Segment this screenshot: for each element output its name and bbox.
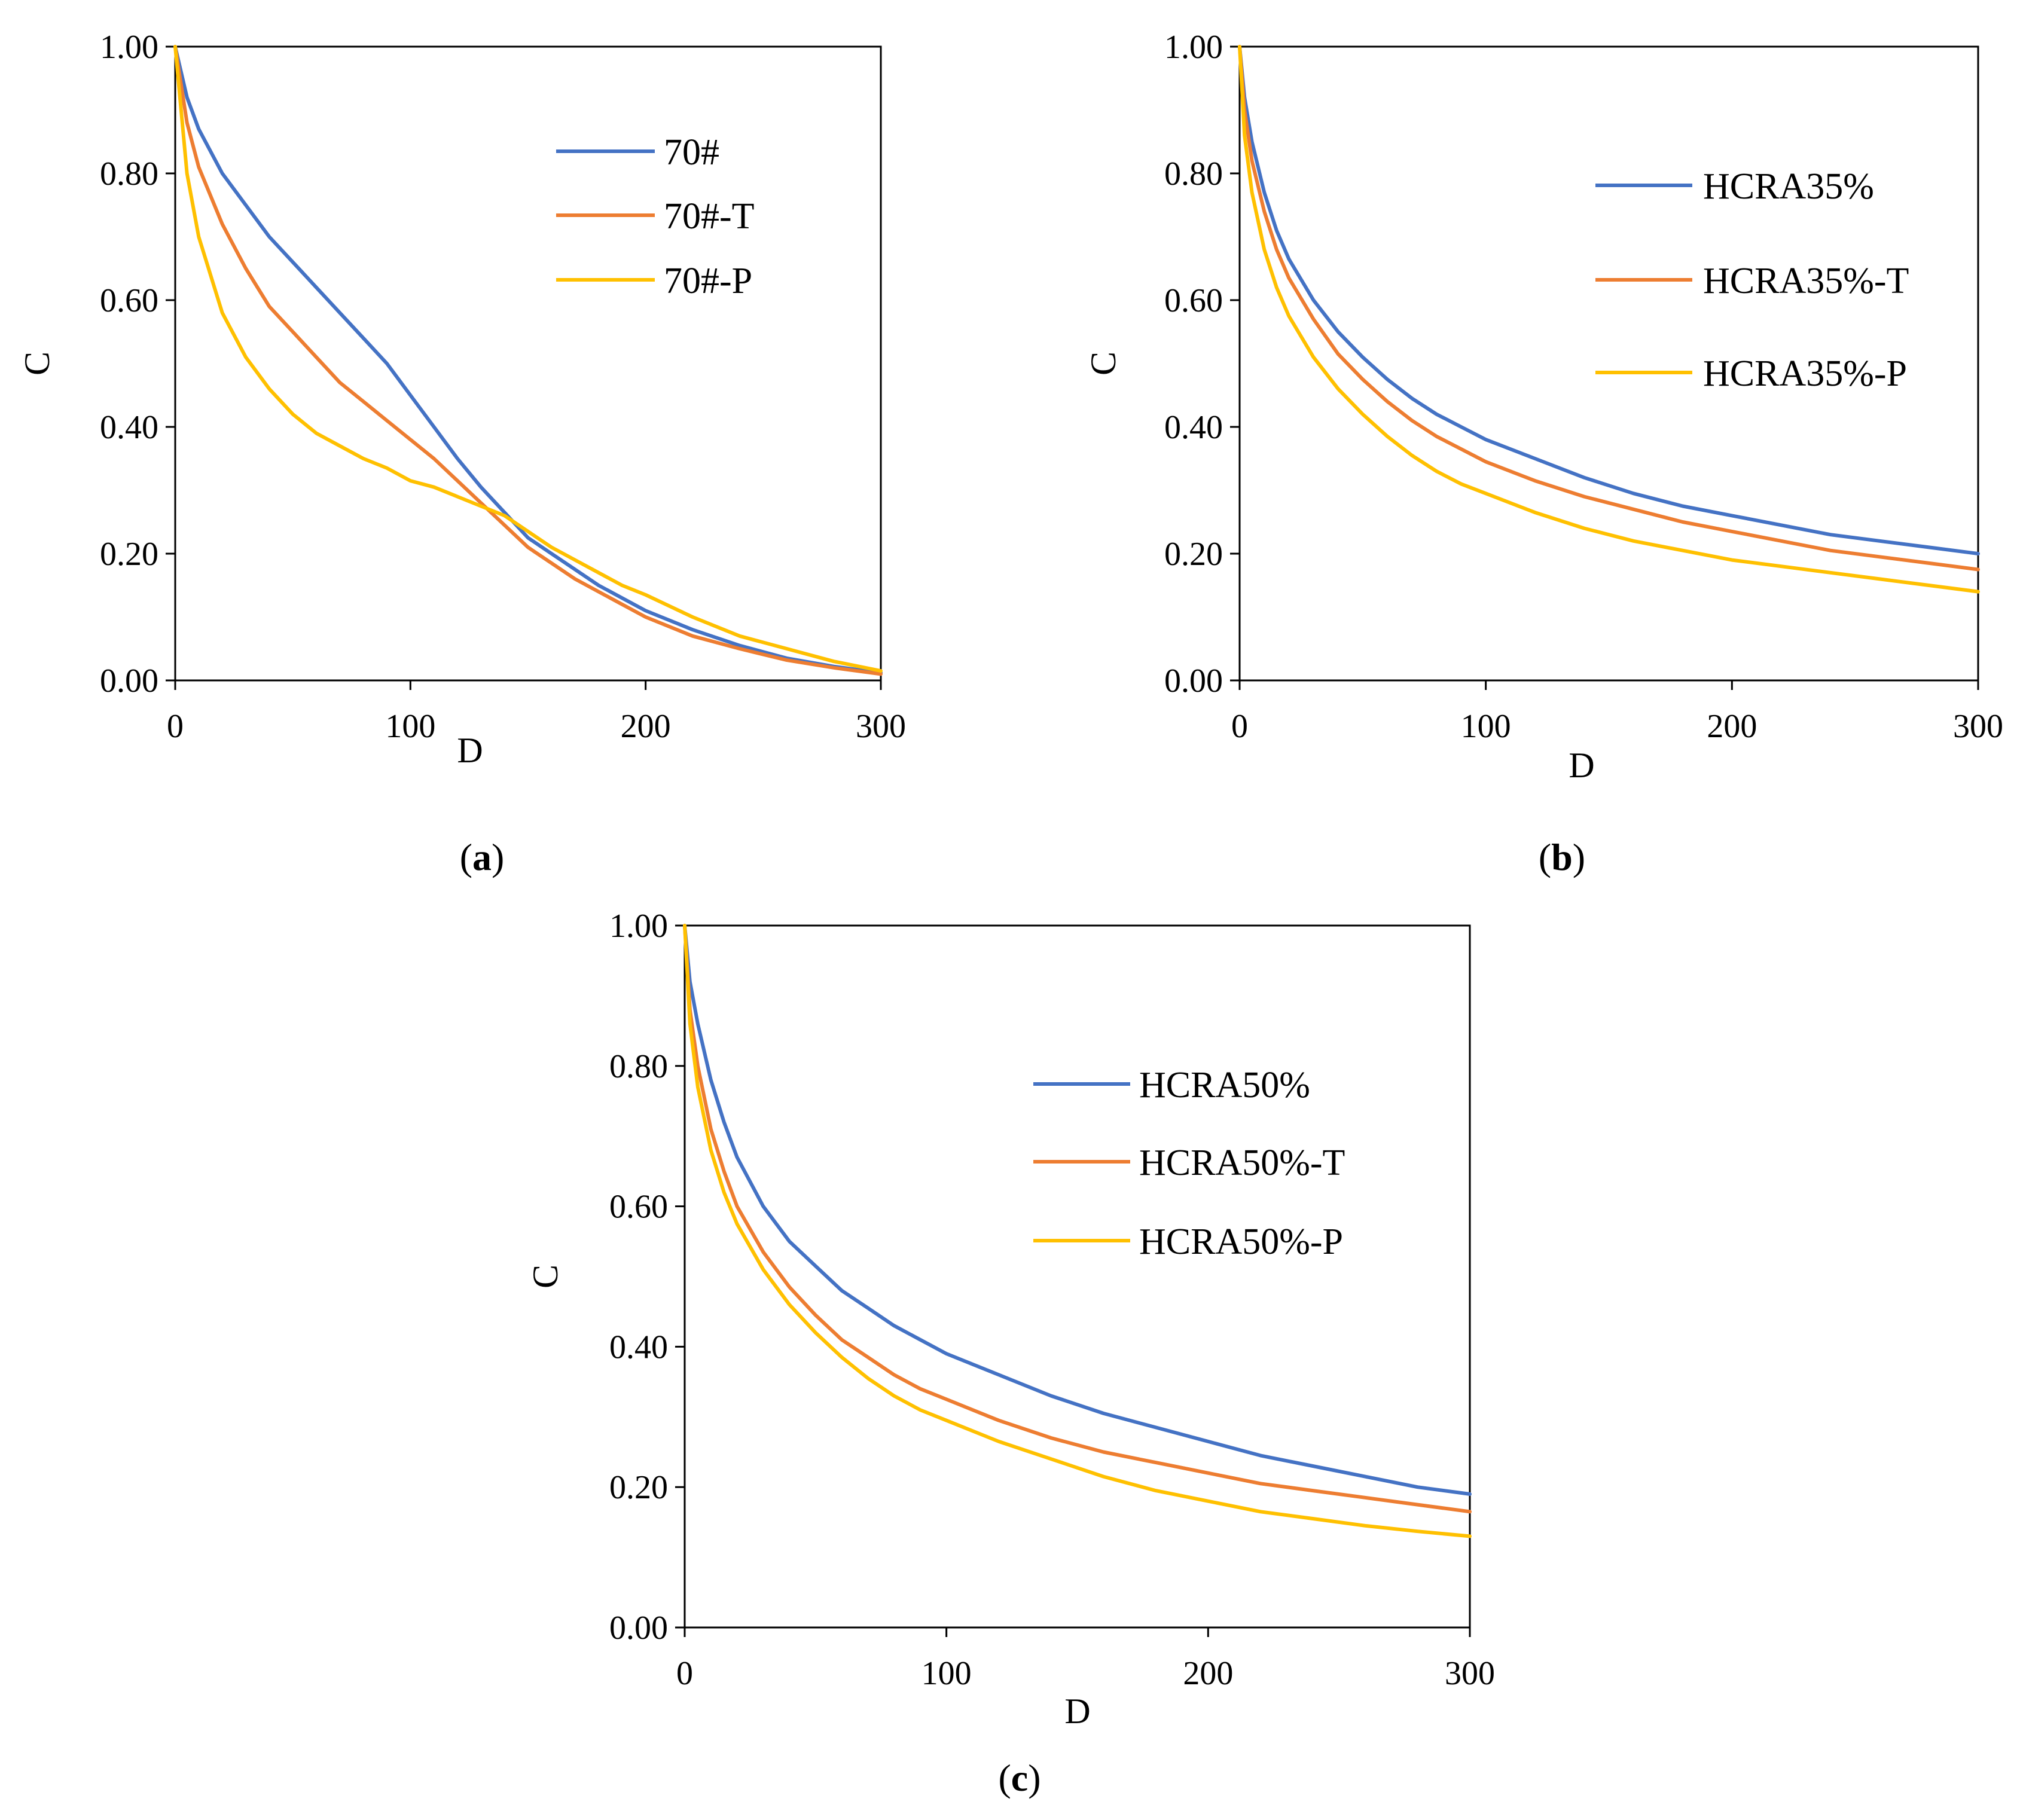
panel-caption: (c) [998, 1757, 1040, 1799]
x-tick-label: 0 [1231, 708, 1248, 745]
x-tick-label: 200 [1707, 708, 1757, 745]
y-tick-label: 0.60 [609, 1189, 668, 1226]
caption-open-paren: ( [1539, 836, 1551, 878]
caption-close-paren: ) [1028, 1757, 1040, 1799]
y-tick-label: 0.00 [100, 662, 158, 700]
legend-label: HCRA35% [1703, 166, 1874, 207]
chart-panel-a: 0.000.200.400.600.801.000 100 200 300DC70#7… [17, 29, 906, 878]
legend-label: HCRA35%-T [1703, 261, 1909, 301]
y-tick-label: 0.20 [100, 536, 158, 573]
legend-label: HCRA50%-P [1139, 1222, 1343, 1262]
series-line-hcra35-t [1238, 45, 1980, 572]
y-tick-label: 0.80 [1164, 155, 1223, 193]
series-line-70-t [173, 45, 883, 676]
panel-caption: (b) [1539, 836, 1585, 878]
x-tick-label: 300 [1445, 1655, 1495, 1692]
series-line-hcra35- [1238, 45, 1980, 555]
series-line-70-p [173, 45, 883, 673]
series-line-70- [173, 45, 883, 675]
x-tick-label: 100 [385, 708, 435, 745]
chart-panel-b: 0.00 0.20 0.40 0.60 0.80 1.00 0 100 200 300 D C HCRA… [1084, 29, 2003, 878]
caption-letter: c [1011, 1757, 1028, 1799]
caption-open-paren: ( [998, 1757, 1011, 1799]
x-tick-label: 200 [1183, 1655, 1233, 1692]
x-tick-label: 300 [856, 708, 906, 745]
legend: 70# 70#-T 70#-P [556, 132, 755, 301]
x-tick-label: 100 [921, 1655, 972, 1692]
legend-label: 70# [664, 132, 719, 173]
legend-label: 70#-T [664, 196, 755, 237]
y-tick-label: 0.80 [100, 155, 158, 193]
y-tick-label: 1.00 [609, 908, 668, 945]
y-axis-title: C [526, 1265, 565, 1288]
y-tick-label: 0.20 [1164, 536, 1223, 573]
y-tick-label: 1.00 [100, 29, 158, 66]
legend-label: HCRA50% [1139, 1065, 1310, 1106]
x-tick-label: 100 [1461, 708, 1511, 745]
x-tick-label: 300 [1953, 708, 2003, 745]
y-tick-label: 0.20 [609, 1469, 668, 1506]
y-tick-label: 0.00 [609, 1610, 668, 1647]
series-line-hcra35-p [1238, 45, 1980, 594]
legend-label: HCRA35%-P [1703, 353, 1907, 394]
x-tick-label: 0 [167, 708, 184, 745]
caption-open-paren: ( [460, 836, 472, 878]
x-axis-title: D [1064, 1691, 1090, 1731]
y-tick-label: 0.40 [100, 409, 158, 446]
x-axis-title: D [1569, 746, 1594, 785]
y-tick-label: 0.00 [1164, 662, 1223, 700]
y-tick-label: 0.80 [609, 1048, 668, 1085]
y-axis-title: C [1084, 352, 1123, 375]
y-tick-label: 0.40 [609, 1329, 668, 1366]
series-line-hcra50- [683, 924, 1472, 1496]
plot-frame [1238, 45, 1979, 682]
y-tick-label: 1.00 [1164, 29, 1223, 66]
chart-panel-c: 0.00 0.20 0.40 0.60 0.80 1.00 0 100 200 300 D C HCRA… [526, 908, 1495, 1799]
legend-label: HCRA50%-T [1139, 1143, 1345, 1183]
caption-letter: b [1551, 836, 1573, 878]
legend: HCRA50% HCRA50%-T HCRA50%-P [1033, 1065, 1345, 1262]
series-line-hcra50-p [683, 924, 1472, 1538]
plot-frame [683, 924, 1471, 1629]
panel-caption: (a) [460, 836, 505, 878]
y-axis-title: C [17, 352, 57, 375]
y-tick-label: 0.60 [1164, 282, 1223, 319]
y-tick-label: 0.60 [100, 282, 158, 319]
legend-label: 70#-P [664, 261, 752, 301]
series-line-hcra50-t [683, 924, 1472, 1514]
caption-close-paren: ) [1573, 836, 1585, 878]
x-tick-label: 200 [621, 708, 671, 745]
legend: HCRA35% HCRA35%-T HCRA35%-P [1595, 166, 1909, 394]
caption-close-paren: ) [492, 836, 504, 878]
x-tick-label: 0 [676, 1655, 693, 1692]
x-axis-title: D [457, 731, 483, 770]
caption-letter: a [472, 836, 492, 878]
plot-frame [174, 45, 882, 682]
y-tick-label: 0.40 [1164, 409, 1223, 446]
